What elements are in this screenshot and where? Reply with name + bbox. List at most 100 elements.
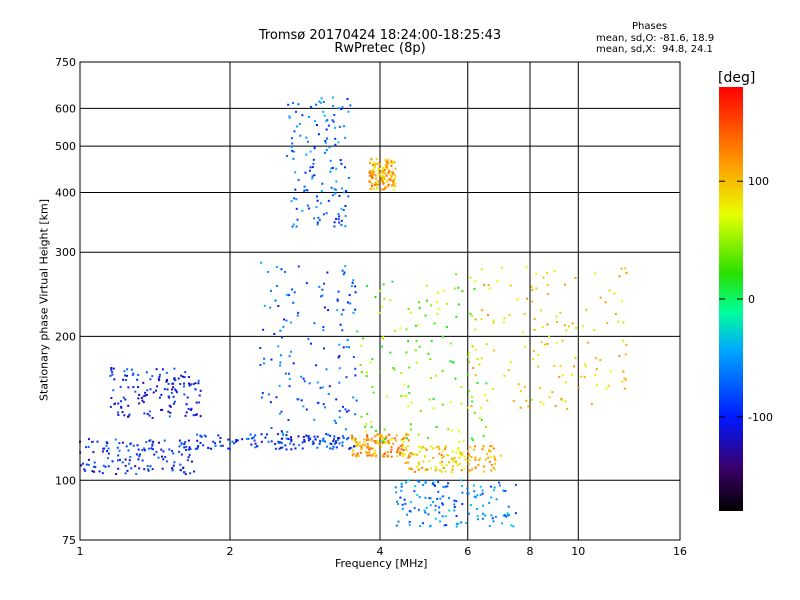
data-point xyxy=(418,345,421,348)
data-point xyxy=(434,517,437,520)
data-point xyxy=(300,399,303,402)
data-point xyxy=(421,445,424,448)
data-point xyxy=(385,436,388,439)
data-point xyxy=(318,442,321,445)
data-point xyxy=(417,433,420,436)
data-point xyxy=(434,466,437,469)
data-point xyxy=(406,513,409,516)
data-point xyxy=(156,385,159,388)
data-point xyxy=(366,436,369,439)
data-point xyxy=(96,440,99,443)
data-point xyxy=(128,413,131,416)
data-point xyxy=(127,404,130,407)
data-point xyxy=(366,434,369,437)
data-point xyxy=(482,504,485,507)
data-point xyxy=(342,346,345,349)
data-point xyxy=(367,446,370,449)
data-point xyxy=(474,374,477,377)
data-point xyxy=(160,448,163,451)
data-point xyxy=(262,362,265,365)
data-point xyxy=(441,502,444,505)
data-point xyxy=(452,460,455,463)
data-point xyxy=(490,463,493,466)
data-point xyxy=(373,183,376,186)
data-point xyxy=(451,450,454,453)
data-point xyxy=(583,376,586,379)
data-point xyxy=(171,388,174,391)
data-point xyxy=(460,469,463,472)
data-point xyxy=(514,512,517,515)
data-point xyxy=(312,442,315,445)
data-point xyxy=(327,393,330,396)
x-tick-label: 16 xyxy=(673,545,687,558)
colorbar: [deg] 100 0 -100 xyxy=(718,70,773,511)
data-point xyxy=(350,446,353,449)
data-point xyxy=(340,223,343,226)
data-point xyxy=(440,470,443,473)
data-point xyxy=(467,512,470,515)
data-point xyxy=(344,428,347,431)
data-point xyxy=(401,443,404,446)
data-point xyxy=(371,176,374,179)
data-point xyxy=(251,437,254,440)
data-point xyxy=(227,447,230,450)
data-point xyxy=(391,179,394,182)
data-point xyxy=(269,401,272,404)
data-point xyxy=(294,447,297,450)
data-point xyxy=(347,110,350,113)
data-point xyxy=(290,438,293,441)
data-point xyxy=(309,438,312,441)
data-point xyxy=(143,468,146,471)
data-point xyxy=(85,446,88,449)
data-point xyxy=(159,373,162,376)
data-point xyxy=(454,377,457,380)
data-point xyxy=(471,314,474,317)
data-point xyxy=(364,425,367,428)
data-point xyxy=(442,455,445,458)
data-point xyxy=(393,368,396,371)
data-point xyxy=(279,354,282,357)
data-point xyxy=(409,428,412,431)
data-point xyxy=(389,299,392,302)
data-point xyxy=(296,125,299,128)
data-point xyxy=(332,440,335,443)
data-point xyxy=(468,470,471,473)
data-point xyxy=(306,204,309,207)
data-point xyxy=(325,368,328,371)
data-point xyxy=(369,170,372,173)
data-point xyxy=(532,358,535,361)
data-point xyxy=(382,179,385,182)
data-point xyxy=(480,318,483,321)
data-point xyxy=(141,399,144,402)
x-tick-label: 6 xyxy=(464,545,471,558)
data-point xyxy=(110,367,113,370)
data-point xyxy=(623,387,626,390)
data-point xyxy=(474,496,477,499)
data-point xyxy=(492,349,495,352)
data-point xyxy=(312,158,315,161)
data-point xyxy=(335,398,338,401)
data-point xyxy=(383,188,386,191)
data-point xyxy=(560,399,563,402)
data-point xyxy=(431,447,434,450)
data-point xyxy=(453,499,456,502)
data-point xyxy=(435,446,438,449)
data-point xyxy=(254,434,257,437)
data-point xyxy=(282,325,285,328)
data-point xyxy=(301,209,304,212)
data-point xyxy=(339,158,342,161)
data-point xyxy=(403,498,406,501)
data-point xyxy=(625,343,628,346)
data-point xyxy=(501,522,504,525)
data-point xyxy=(502,514,505,517)
x-tick-label: 4 xyxy=(377,545,384,558)
data-point xyxy=(221,444,224,447)
y-tick-label: 500 xyxy=(55,140,76,153)
data-point xyxy=(428,398,431,401)
data-point xyxy=(203,434,206,437)
data-point xyxy=(370,425,373,428)
data-point xyxy=(338,343,341,346)
data-point xyxy=(378,173,381,176)
data-point xyxy=(279,364,282,367)
data-point xyxy=(281,437,284,440)
